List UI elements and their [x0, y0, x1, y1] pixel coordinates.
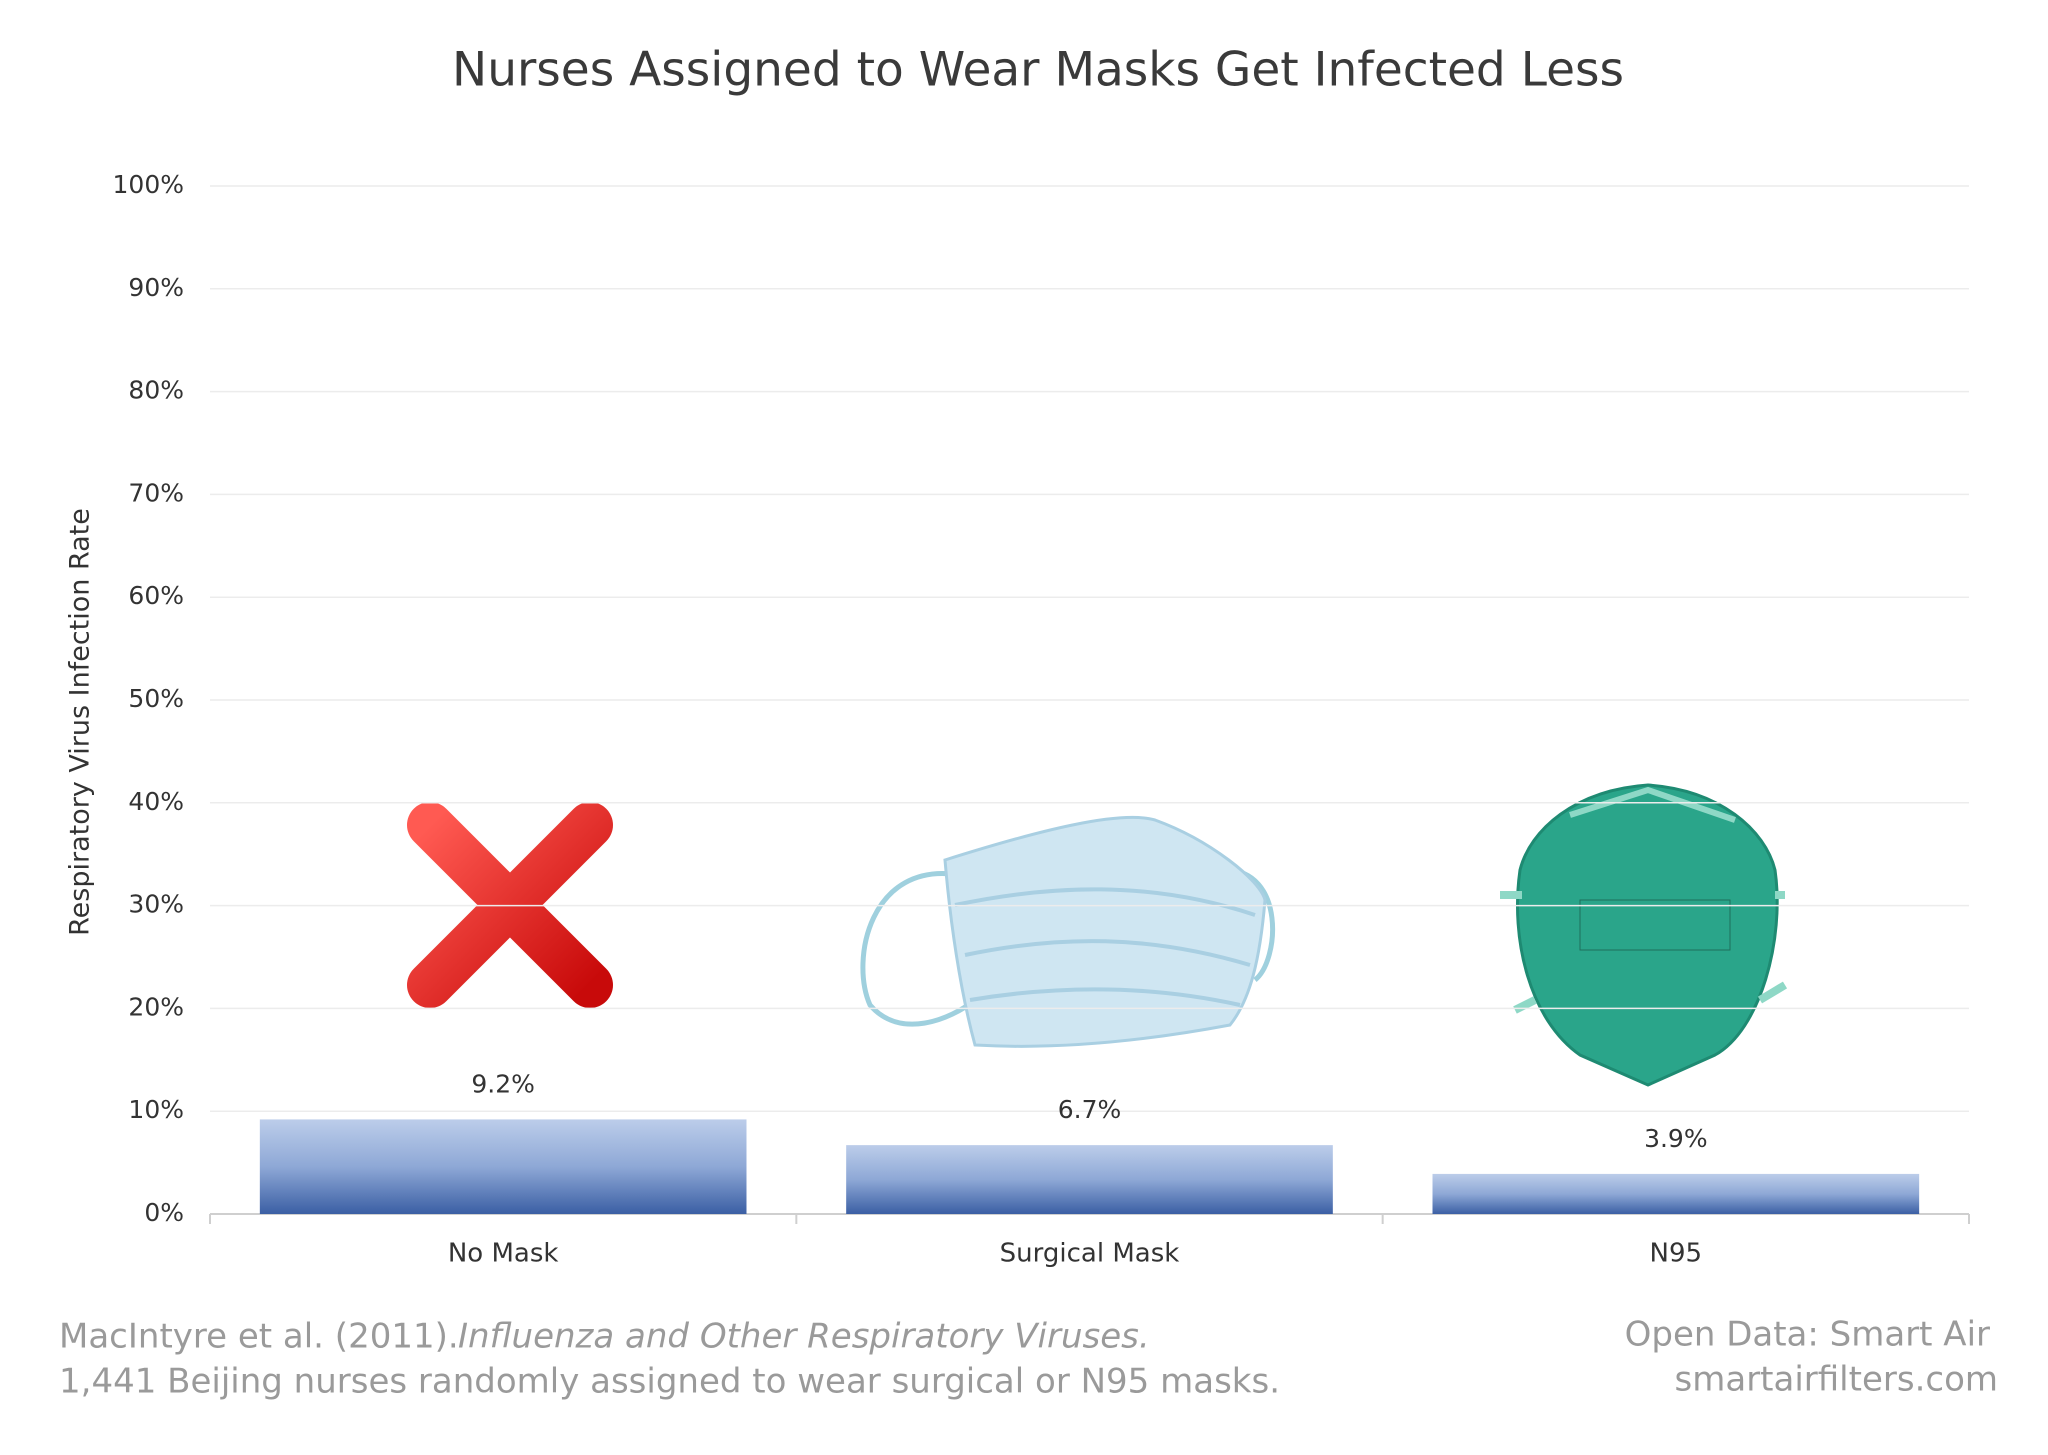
chart-title: Nurses Assigned to Wear Masks Get Infect… [452, 43, 1624, 98]
y-tick-label: 100% [113, 170, 184, 199]
value-label: 6.7% [1058, 1095, 1122, 1124]
y-tick-label: 0% [144, 1198, 184, 1227]
y-tick-label: 60% [128, 581, 184, 610]
x-tick-label: Surgical Mask [1000, 1239, 1180, 1269]
y-tick-label: 40% [128, 787, 184, 816]
value-label: 3.9% [1644, 1124, 1708, 1153]
x-tick-label: No Mask [448, 1239, 559, 1269]
y-tick-label: 20% [128, 992, 184, 1021]
bar [259, 1119, 747, 1214]
n95-mask-icon [1500, 783, 1788, 1087]
surgical-mask-icon [860, 815, 1276, 1048]
y-tick-label: 80% [128, 376, 184, 405]
y-tick-label: 30% [128, 890, 184, 919]
credit: Open Data: Smart Air [1625, 1315, 1990, 1355]
credit-url: smartairfilters.com [1675, 1360, 1998, 1400]
value-label: 9.2% [471, 1069, 535, 1098]
x-tick-label: N95 [1650, 1239, 1703, 1269]
y-tick-label: 10% [128, 1095, 184, 1124]
y-tick-label: 50% [128, 684, 184, 713]
source-note: 1,441 Beijing nurses randomly assigned t… [59, 1362, 1280, 1402]
y-axis-title: Respiratory Virus Infection Rate [65, 508, 96, 936]
bar [1432, 1173, 1920, 1214]
source-journal: Influenza and Other Respiratory Viruses. [458, 1317, 1150, 1357]
source-citation: MacIntyre et al. (2011). [59, 1317, 459, 1357]
y-tick-label: 90% [128, 273, 184, 302]
y-tick-label: 70% [128, 478, 184, 507]
bar [846, 1145, 1333, 1214]
